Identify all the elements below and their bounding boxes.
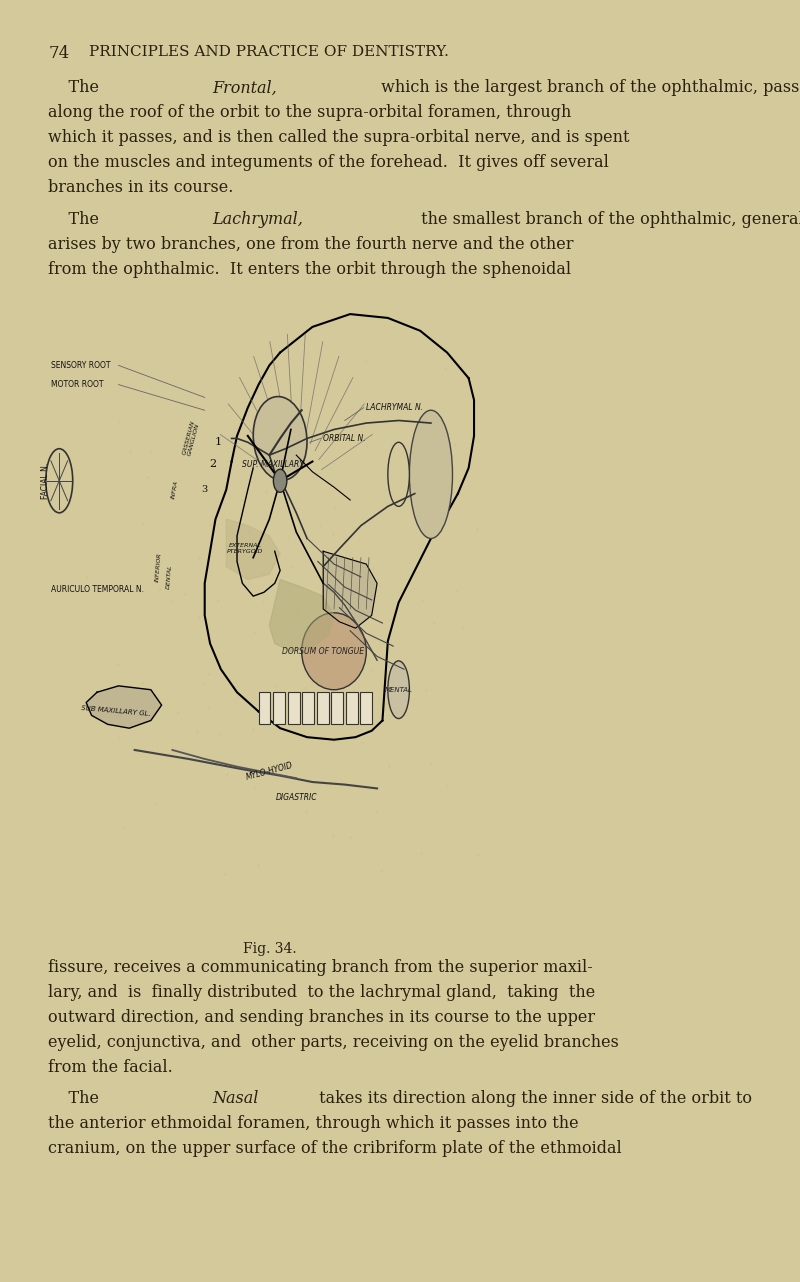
Text: EXTERNAL
PTERYGOID: EXTERNAL PTERYGOID	[227, 544, 263, 554]
Text: SUB MAXILLARY GL.: SUB MAXILLARY GL.	[81, 705, 150, 718]
Text: Lachrymal,: Lachrymal,	[212, 212, 303, 228]
Text: takes its direction along the inner side of the orbit to: takes its direction along the inner side…	[314, 1090, 752, 1108]
Text: cranium, on the upper surface of the cribriform plate of the ethmoidal: cranium, on the upper surface of the cri…	[49, 1141, 622, 1158]
Bar	[273, 692, 285, 724]
Ellipse shape	[274, 469, 287, 492]
Text: CASSERIAN
GANGLION: CASSERIAN GANGLION	[182, 420, 201, 456]
Text: eyelid, conjunctiva, and  other parts, receiving on the eyelid branches: eyelid, conjunctiva, and other parts, re…	[49, 1033, 619, 1051]
Text: fissure, receives a communicating branch from the superior maxil-: fissure, receives a communicating branch…	[49, 959, 594, 976]
Text: on the muscles and integuments of the forehead.  It gives off several: on the muscles and integuments of the fo…	[49, 155, 610, 172]
Bar	[38, 346, 501, 936]
Text: LACHRYMAL N.: LACHRYMAL N.	[366, 403, 423, 413]
Text: DIGASTRIC: DIGASTRIC	[275, 792, 317, 803]
Text: Nasal: Nasal	[212, 1090, 258, 1108]
Bar	[317, 692, 329, 724]
Text: 3: 3	[202, 485, 208, 495]
Text: branches in its course.: branches in its course.	[49, 179, 234, 196]
Bar	[360, 692, 372, 724]
Text: arises by two branches, one from the fourth nerve and the other: arises by two branches, one from the fou…	[49, 236, 574, 253]
Text: from the ophthalmic.  It enters the orbit through the sphenoidal: from the ophthalmic. It enters the orbit…	[49, 262, 572, 278]
Text: AURICULO TEMPORAL N.: AURICULO TEMPORAL N.	[51, 585, 144, 595]
Text: which it passes, and is then called the supra-orbital nerve, and is spent: which it passes, and is then called the …	[49, 129, 630, 146]
Text: The: The	[49, 212, 105, 228]
Bar	[288, 692, 299, 724]
Text: The: The	[49, 79, 105, 96]
Text: SUP. MAXILLARY: SUP. MAXILLARY	[242, 459, 304, 469]
Text: outward direction, and sending branches in its course to the upper: outward direction, and sending branches …	[49, 1009, 596, 1026]
Polygon shape	[226, 519, 280, 579]
Text: 2: 2	[210, 459, 216, 469]
Text: 1: 1	[214, 437, 222, 447]
Text: the smallest branch of the ophthalmic, generally: the smallest branch of the ophthalmic, g…	[417, 212, 800, 228]
Text: which is the largest branch of the ophthalmic, passes: which is the largest branch of the ophth…	[375, 79, 800, 96]
Text: The: The	[49, 1090, 105, 1108]
Bar	[258, 692, 270, 724]
Ellipse shape	[388, 662, 410, 719]
Polygon shape	[86, 686, 162, 728]
Ellipse shape	[410, 410, 453, 538]
Bar	[302, 692, 314, 724]
Text: SENSORY ROOT: SENSORY ROOT	[51, 360, 110, 370]
Ellipse shape	[302, 613, 366, 690]
Text: FACIAL N.: FACIAL N.	[42, 463, 50, 499]
Text: PRINCIPLES AND PRACTICE OF DENTISTRY.: PRINCIPLES AND PRACTICE OF DENTISTRY.	[90, 45, 450, 59]
Text: INFRA: INFRA	[171, 479, 179, 500]
Text: along the roof of the orbit to the supra-orbital foramen, through: along the roof of the orbit to the supra…	[49, 105, 572, 122]
Bar	[346, 692, 358, 724]
Text: lary, and  is  finally distributed  to the lachrymal gland,  taking  the: lary, and is finally distributed to the …	[49, 985, 596, 1001]
Text: DORSUM OF TONGUE: DORSUM OF TONGUE	[282, 646, 364, 656]
Text: Fig. 34.: Fig. 34.	[242, 942, 296, 956]
Text: INFERIOR: INFERIOR	[155, 551, 162, 582]
Text: MOTOR ROOT: MOTOR ROOT	[51, 379, 104, 390]
Text: from the facial.: from the facial.	[49, 1059, 174, 1076]
Text: the anterior ethmoidal foramen, through which it passes into the: the anterior ethmoidal foramen, through …	[49, 1115, 579, 1132]
Ellipse shape	[388, 442, 410, 506]
Text: DENTAL: DENTAL	[166, 564, 174, 590]
Text: ORBITAL N.: ORBITAL N.	[323, 433, 366, 444]
Text: MYLO-HYOID: MYLO-HYOID	[245, 762, 294, 782]
Text: Frontal,: Frontal,	[212, 79, 277, 96]
Ellipse shape	[254, 396, 307, 481]
Polygon shape	[270, 579, 334, 651]
Text: 74: 74	[49, 45, 70, 62]
Bar	[331, 692, 343, 724]
Polygon shape	[323, 551, 377, 628]
Text: MENTAL: MENTAL	[385, 687, 413, 692]
